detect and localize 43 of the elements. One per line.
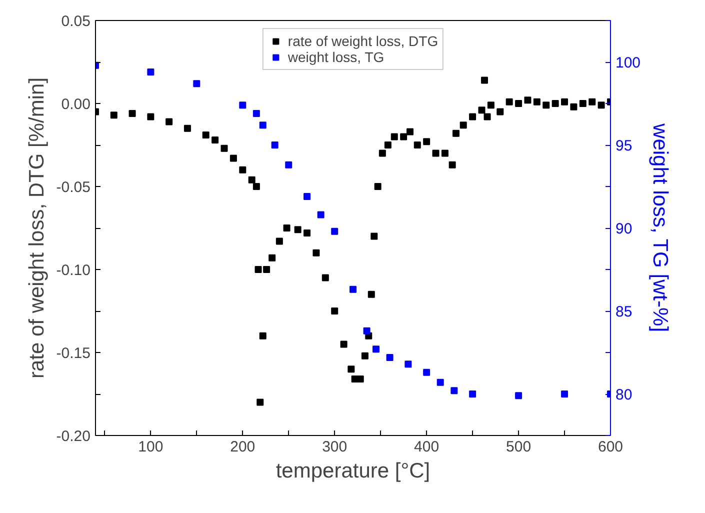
legend-label: rate of weight loss, DTG xyxy=(288,33,438,49)
x-tick-label: 100 xyxy=(138,438,164,456)
point xyxy=(469,390,476,398)
point xyxy=(386,354,394,361)
point xyxy=(304,192,311,200)
y-axis-title: rate of weight loss, DTG [%/min] xyxy=(25,77,48,379)
point xyxy=(515,392,522,400)
point xyxy=(372,346,380,353)
y2-tick-label: 80 xyxy=(616,386,632,404)
point xyxy=(147,68,154,76)
point xyxy=(252,110,260,117)
point xyxy=(363,327,370,334)
point xyxy=(271,142,278,148)
y2-axis-title: weight loss, TG [wt-%] xyxy=(648,122,672,332)
x-tick-label: 500 xyxy=(506,438,532,456)
y-tick-label: 0.00 xyxy=(61,96,91,113)
x-tick-label: 400 xyxy=(414,438,440,456)
point xyxy=(317,211,324,218)
legend-label: weight loss, TG xyxy=(288,49,384,65)
y2-tick-label: 85 xyxy=(616,304,632,320)
y-tick-label: -0.20 xyxy=(56,428,91,445)
x-axis-title: temperature [°C] xyxy=(276,460,430,482)
y-tick-label: -0.15 xyxy=(56,345,91,362)
y-tick-label: 0.05 xyxy=(61,13,91,30)
point xyxy=(450,387,458,394)
y-tick-label: -0.10 xyxy=(56,262,91,279)
point xyxy=(259,122,266,129)
x-tick-label: 300 xyxy=(322,438,348,456)
point xyxy=(423,368,430,376)
y-tick-label: -0.05 xyxy=(56,179,91,196)
point xyxy=(561,390,568,398)
point xyxy=(404,360,412,368)
x-tick-label: 600 xyxy=(598,438,624,456)
point xyxy=(436,378,444,386)
point xyxy=(239,102,246,109)
y2-tick-label: 95 xyxy=(616,138,632,154)
point xyxy=(193,80,200,88)
y2-tick-label: 90 xyxy=(616,220,632,238)
point xyxy=(331,228,338,235)
y2-tick-label: 100 xyxy=(616,54,641,72)
x-tick-label: 200 xyxy=(230,438,256,456)
point xyxy=(350,286,356,293)
point xyxy=(285,161,292,168)
